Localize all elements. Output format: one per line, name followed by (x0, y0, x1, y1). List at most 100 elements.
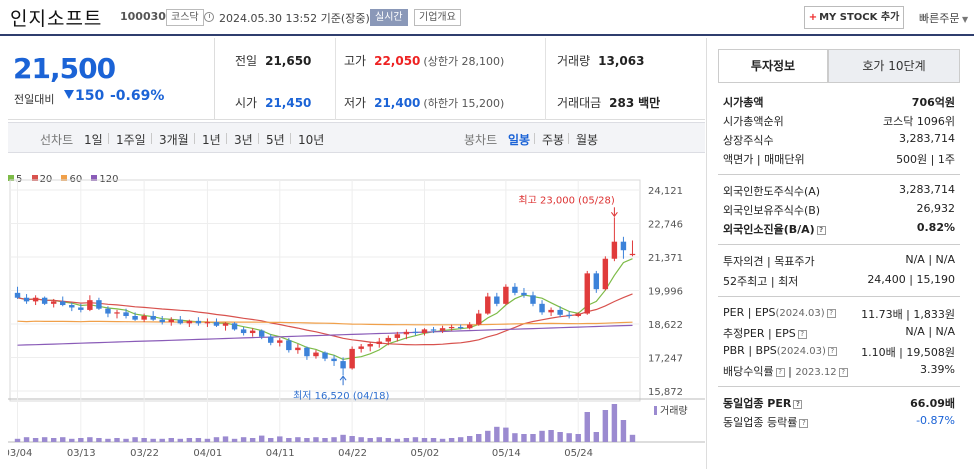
tab-monthly[interactable]: 월봉 (576, 133, 599, 147)
stock-name: 인지소프트 (10, 8, 103, 30)
candle-body (566, 314, 572, 316)
candle-body (466, 324, 473, 329)
tab-candle-chart[interactable]: 봉차트 (464, 133, 498, 147)
candle-body (331, 358, 337, 362)
candle-body (41, 297, 48, 304)
volume-bar (593, 432, 600, 442)
help-icon[interactable]: ? (775, 368, 785, 377)
volume-bar (132, 437, 138, 442)
candlestick-chart[interactable]: 24,121 22,746 21,371 19,996 18,622 17,247 15,8… (4, 170, 705, 469)
realtime-button[interactable]: 실시간 (370, 9, 408, 26)
candle-body (141, 315, 147, 320)
volume-bar (32, 438, 39, 442)
candle-body (159, 319, 165, 323)
volume-bar (78, 438, 84, 442)
tab-1week[interactable]: 1주일 (116, 133, 146, 147)
investment-info-panel: 투자정보 호가 10단계 시가총액 706억원 시가총액순위 코스닥 1096위 상… (706, 38, 974, 469)
tab-3month[interactable]: 3개월 (159, 133, 189, 147)
volume-legend-swatch (654, 406, 657, 415)
candle-body (412, 331, 419, 334)
candle-body (286, 340, 292, 351)
candle-body (268, 336, 274, 343)
candle-body (521, 292, 527, 296)
candle-body (96, 300, 102, 309)
candle-body (403, 331, 410, 335)
chart-period-tabs: 선차트 1일 1주일 3개월 1년 3년 5년 10년 봉차트 일봉 주봉 월봉 (8, 122, 705, 153)
tab-weekly[interactable]: 주봉 (542, 133, 565, 147)
high-annotation: 최고 23,000 (05/28) (518, 194, 614, 206)
help-icon[interactable]: ? (799, 419, 809, 428)
help-icon[interactable]: ? (793, 400, 803, 409)
volume-bar (385, 438, 392, 442)
current-price-box: 21,500 전일대비 150 -0.69% (8, 38, 215, 120)
timestamp: 2024.05.30 13:52 기준(장중) (219, 12, 370, 25)
candle-body (222, 323, 229, 326)
volume-bar (168, 438, 174, 442)
tab-1year[interactable]: 1년 (202, 133, 221, 147)
high-price: 고가 22,050 (상한가 28,100) (344, 54, 505, 68)
x-tick-label: 03/22 (130, 448, 159, 459)
volume-bar (60, 437, 66, 442)
ma5-swatch (8, 175, 14, 181)
help-icon[interactable]: ? (827, 347, 837, 356)
volume-bar (213, 437, 220, 442)
volume-bar (286, 438, 292, 442)
y-tick-label: 15,872 (648, 387, 683, 398)
candle-body (494, 296, 500, 304)
plus-icon: + (808, 12, 818, 23)
ma60-swatch (61, 175, 68, 181)
volume-bar (159, 438, 165, 442)
investment-opinion-row: 투자의견 | 목표주가 N/A | N/A (723, 253, 955, 268)
volume-bar (231, 438, 238, 442)
volume-bar (304, 438, 310, 442)
candle-body (593, 273, 600, 290)
x-tick-label: 05/14 (492, 448, 521, 459)
candle-body (78, 307, 84, 310)
tab-10year[interactable]: 10년 (298, 133, 325, 147)
stock-header: 인지소프트 100030 코스닥 2024.05.30 13:52 기준(장중)… (0, 0, 974, 36)
help-icon[interactable]: ? (838, 368, 848, 377)
volume-bar (394, 438, 401, 442)
candle-body (313, 352, 319, 357)
candle-body (367, 344, 373, 347)
tab-daily[interactable]: 일봉 (508, 133, 531, 147)
tab-investment-info[interactable]: 투자정보 (718, 49, 828, 83)
help-icon[interactable]: ? (797, 330, 807, 339)
volume-bar (141, 438, 147, 442)
candle-body (14, 292, 21, 298)
candle-body (213, 322, 220, 326)
prev-close: 전일 21,650 (235, 54, 312, 68)
tab-3year[interactable]: 3년 (234, 133, 253, 147)
company-overview-button[interactable]: 기업개요 (414, 9, 461, 26)
tab-orderbook-10[interactable]: 호가 10단계 (828, 49, 960, 83)
candle-body (358, 346, 364, 349)
candle-body (23, 297, 30, 302)
candle-body (32, 297, 39, 302)
volume-bar (204, 438, 211, 442)
candle-body (322, 352, 328, 359)
help-icon[interactable]: ? (826, 309, 836, 318)
volume-bar (150, 438, 156, 442)
add-my-stock-button[interactable]: + MY STOCK 추가 (804, 6, 904, 29)
candle-body (548, 309, 554, 313)
stock-code: 100030 (120, 10, 166, 23)
x-tick-label: 03/13 (67, 448, 96, 459)
low-price: 저가 21,400 (하한가 15,200) (344, 96, 505, 110)
tab-1day[interactable]: 1일 (84, 133, 103, 147)
tab-line-chart[interactable]: 선차트 (40, 133, 74, 147)
volume-bar (566, 433, 572, 442)
candle-body (231, 323, 238, 330)
volume-bar (530, 434, 536, 442)
candle-body (530, 295, 536, 304)
volume-bar (105, 438, 111, 442)
volume-bar (629, 434, 636, 442)
quick-order-button[interactable]: 빠른주문 ▼ (919, 12, 969, 25)
tab-5year[interactable]: 5년 (266, 133, 285, 147)
volume-bar (494, 426, 500, 442)
volume-bar (421, 438, 428, 442)
volume-bar (430, 438, 437, 442)
help-icon[interactable]: ? (816, 226, 826, 235)
y-tick-label: 17,247 (648, 354, 683, 365)
volume-bar (277, 436, 283, 442)
volume-bar (177, 438, 184, 442)
